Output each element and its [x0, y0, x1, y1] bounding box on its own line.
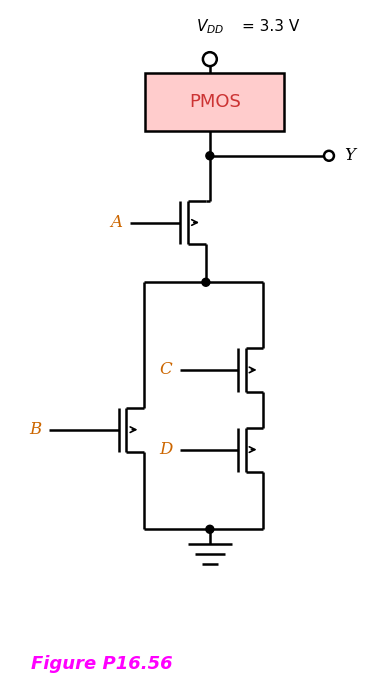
- Circle shape: [206, 152, 214, 160]
- Text: D: D: [159, 441, 172, 458]
- Text: Y: Y: [344, 148, 355, 164]
- Text: PMOS: PMOS: [189, 93, 241, 111]
- Text: = 3.3 V: = 3.3 V: [242, 19, 299, 34]
- Text: B: B: [29, 421, 41, 438]
- Circle shape: [206, 525, 214, 533]
- Text: A: A: [111, 214, 122, 231]
- Bar: [145, 73, 284, 131]
- Circle shape: [202, 278, 210, 286]
- Text: C: C: [160, 361, 172, 379]
- Text: $V_{DD}$: $V_{DD}$: [196, 17, 224, 35]
- Text: Figure P16.56: Figure P16.56: [31, 655, 173, 673]
